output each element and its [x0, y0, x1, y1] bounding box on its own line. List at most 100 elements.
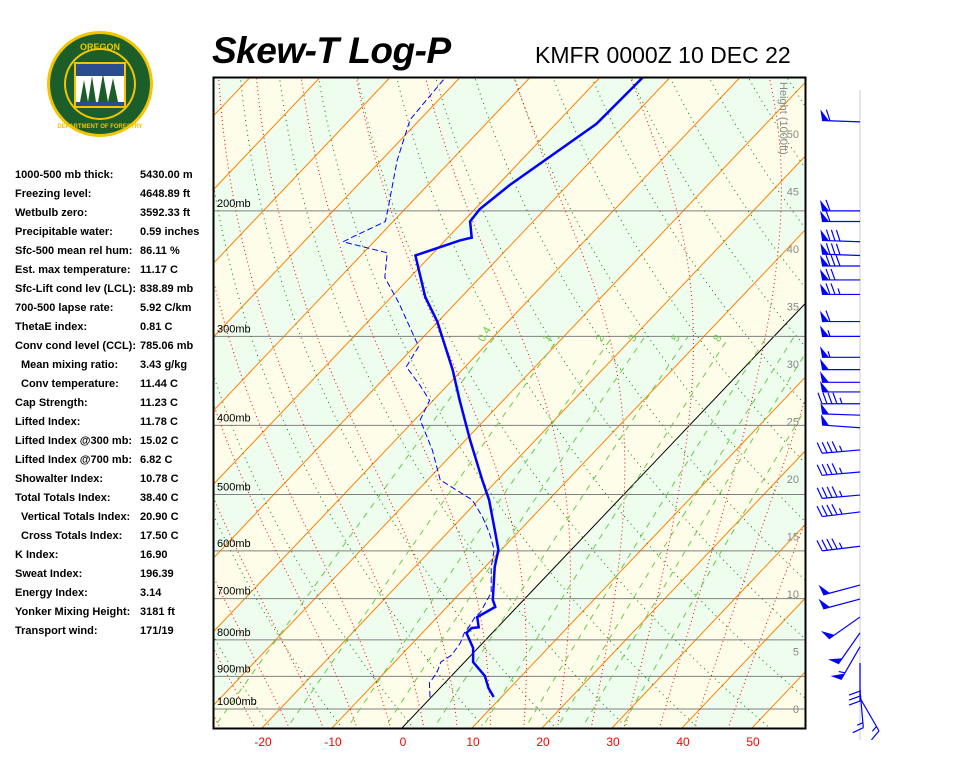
wind-barb-flag: [820, 109, 830, 121]
isotherm-line: [817, 53, 960, 733]
wind-barb: [820, 402, 861, 416]
wind-barb-full: [826, 486, 833, 498]
dry-adiabat: [0, 53, 131, 733]
wind-barb-full: [825, 199, 831, 212]
wind-barb: [816, 463, 861, 476]
mixing-ratio-line: [556, 336, 795, 728]
wind-barb-full: [826, 463, 833, 475]
isobar-label: 300mb: [217, 323, 251, 335]
wind-barb-full: [825, 210, 831, 222]
mixing-ratio-line: [524, 336, 768, 728]
stat-value: 785.06 mb: [140, 340, 194, 352]
moist-adiabat: [300, 78, 491, 728]
isobar-label: 400mb: [217, 412, 251, 424]
height-tick-label: 5: [793, 647, 799, 659]
wind-barb-full: [825, 243, 831, 255]
wind-barb-flag: [820, 243, 830, 255]
stat-value: 3181 ft: [140, 606, 175, 618]
wind-barb-staff: [822, 511, 861, 518]
x-tick-label: -20: [254, 735, 272, 749]
wind-barb-flag: [820, 346, 829, 358]
height-tick-label: 30: [787, 359, 799, 371]
dewpoint-profile: [341, 78, 495, 698]
stat-label: Precipitable water:: [15, 226, 113, 238]
stat-value: 11.23 C: [140, 397, 178, 409]
wind-barb-half: [871, 726, 877, 732]
stat-label: Vertical Totals Index:: [21, 511, 131, 523]
wind-barb-full: [816, 540, 823, 552]
wind-barb: [820, 310, 860, 323]
wind-barb-flag: [830, 673, 845, 680]
stat-row: Freezing level: 4648.89 ft: [15, 185, 215, 204]
stat-row: Transport wind: 171/19: [15, 622, 215, 641]
stat-row: Conv temperature: 11.44 C: [15, 375, 215, 394]
wind-barb-half: [837, 288, 841, 295]
temperature-band: [214, 78, 805, 705]
wind-barb: [820, 413, 861, 429]
wind-barb-full: [852, 727, 864, 734]
wind-barb-flag: [820, 413, 830, 426]
mixing-ratio-label: 1: [541, 333, 554, 344]
mixing-ratio-label: 8: [711, 333, 724, 344]
isotherm-line: [214, 78, 601, 485]
stat-label: Conv temperature:: [21, 378, 119, 390]
stat-label: Transport wind:: [15, 625, 98, 637]
wind-barb-half: [827, 330, 831, 337]
wind-barb-flag: [820, 255, 829, 267]
wind-barb-half: [839, 490, 843, 497]
isotherm-line: [214, 81, 805, 706]
wind-barb-full: [830, 243, 836, 255]
wind-barb-full: [826, 441, 833, 453]
stat-row: Mean mixing ratio: 3.43 g/kg: [15, 356, 215, 375]
stat-value: 10.78 C: [140, 473, 179, 485]
stat-label: ThetaE index:: [15, 321, 88, 333]
wind-barb: [816, 538, 861, 552]
isotherm-line: [214, 78, 461, 338]
stat-value: 11.78 C: [140, 416, 178, 428]
wind-barb-full: [825, 109, 831, 121]
moist-adiabat: [514, 78, 626, 728]
mixing-ratio-label: 5: [670, 333, 683, 344]
stat-row: Cap Strength: 11.23 C: [15, 394, 215, 413]
stat-value: 5.92 C/km: [140, 302, 192, 314]
wind-barb-flag: [820, 268, 829, 280]
wind-barb: [817, 392, 860, 405]
height-tick-label: 15: [787, 532, 799, 544]
isobar-label: 600mb: [217, 538, 251, 550]
stat-label: Wetbulb zero:: [15, 207, 88, 219]
moist-adiabat: [727, 520, 805, 728]
stat-label: 700-500 lapse rate:: [15, 302, 114, 314]
wind-barb: [818, 598, 861, 610]
stat-value: 38.40 C: [140, 492, 179, 504]
wind-barb-full: [821, 505, 828, 517]
wind-barb-flag: [820, 310, 829, 322]
stat-label: Showalter Index:: [15, 473, 104, 485]
stat-value: 0.81 C: [140, 321, 173, 333]
stat-row: Lifted Index @700 mb: 6.82 C: [15, 451, 215, 470]
stat-row: Vertical Totals Index: 20.90 C: [15, 508, 215, 527]
wind-barb-full: [832, 392, 838, 404]
stat-value: 4648.89 ft: [140, 188, 191, 200]
mixing-ratio-line: [384, 336, 646, 728]
wind-barb: [820, 346, 860, 358]
temperature-band: [214, 78, 320, 190]
wind-barb-full: [830, 268, 836, 281]
wind-barb-flag: [820, 358, 829, 370]
stat-label: Yonker Mixing Height:: [15, 606, 131, 618]
wind-barb: [820, 283, 860, 296]
moist-adiabat: [624, 78, 694, 728]
dry-adiabat: [214, 184, 486, 728]
wind-barb: [820, 243, 861, 257]
x-tick-label: 20: [536, 735, 550, 749]
stat-value: 6.82 C: [140, 454, 173, 466]
isotherm-line: [681, 597, 805, 728]
x-tick-label: 50: [746, 735, 760, 749]
wind-barb-staff: [840, 646, 861, 681]
stat-value: 838.89 mb: [140, 283, 194, 295]
stat-row: Est. max temperature: 11.17 C: [15, 261, 215, 280]
wind-barb-full: [826, 538, 833, 550]
mixing-ratio-line: [433, 336, 689, 728]
stat-label: Freezing level:: [15, 188, 92, 200]
x-tick-label: 30: [606, 735, 620, 749]
wind-barb-staff: [828, 616, 861, 640]
